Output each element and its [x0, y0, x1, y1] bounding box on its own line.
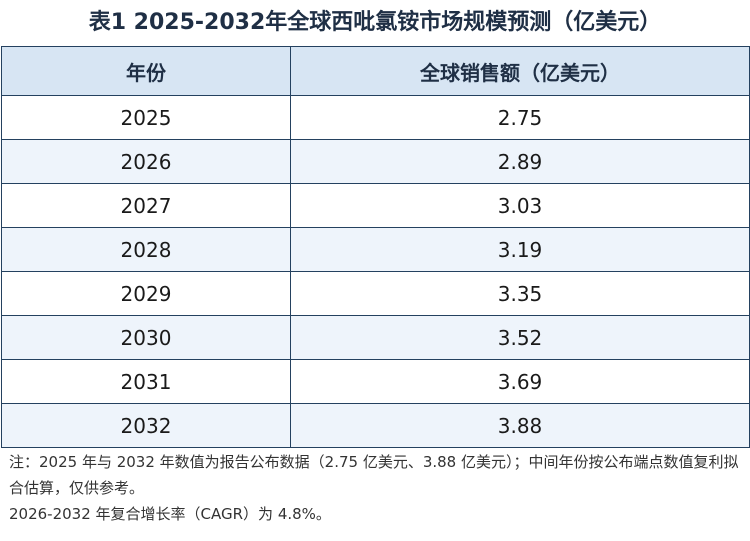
cell-year: 2025 [1, 95, 291, 140]
cell-sales: 3.03 [290, 183, 750, 228]
table-title: 表1 2025-2032年全球西吡氯铵市场规模预测（亿美元） [88, 10, 662, 35]
table-row: 2029 3.35 [1, 271, 750, 316]
cell-sales: 3.35 [290, 271, 750, 316]
header-sales: 全球销售额（亿美元） [290, 46, 750, 96]
cell-year: 2027 [1, 183, 291, 228]
cell-sales: 3.69 [290, 359, 750, 404]
cell-year: 2029 [1, 271, 291, 316]
table-header-row: 年份 全球销售额（亿美元） [1, 46, 750, 96]
forecast-table: 年份 全球销售额（亿美元） 2025 2.75 2026 2.89 2027 3… [1, 46, 750, 448]
table-row: 2028 3.19 [1, 227, 750, 272]
table-row: 2027 3.03 [1, 183, 750, 228]
cell-sales: 2.89 [290, 139, 750, 184]
note-line: 2026-2032 年复合增长率（CAGR）为 4.8%。 [9, 505, 331, 523]
cell-sales: 3.19 [290, 227, 750, 272]
table-row: 2026 2.89 [1, 139, 750, 184]
table-notes: 注：2025 年与 2032 年数值为报告公布数据（2.75 亿美元、3.88 … [9, 449, 743, 527]
cell-sales: 3.88 [290, 403, 750, 448]
cell-sales: 3.52 [290, 315, 750, 360]
table-row: 2030 3.52 [1, 315, 750, 360]
cell-year: 2028 [1, 227, 291, 272]
table-row: 2025 2.75 [1, 95, 750, 140]
note-line: 注：2025 年与 2032 年数值为报告公布数据（2.75 亿美元、3.88 … [9, 453, 739, 497]
table-row: 2031 3.69 [1, 359, 750, 404]
table-row: 2032 3.88 [1, 403, 750, 448]
cell-year: 2031 [1, 359, 291, 404]
cell-year: 2032 [1, 403, 291, 448]
cell-year: 2030 [1, 315, 291, 360]
header-year: 年份 [1, 46, 291, 96]
cell-year: 2026 [1, 139, 291, 184]
cell-sales: 2.75 [290, 95, 750, 140]
